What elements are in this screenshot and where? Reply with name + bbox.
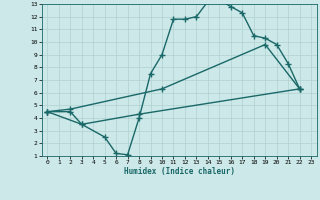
X-axis label: Humidex (Indice chaleur): Humidex (Indice chaleur) [124,167,235,176]
